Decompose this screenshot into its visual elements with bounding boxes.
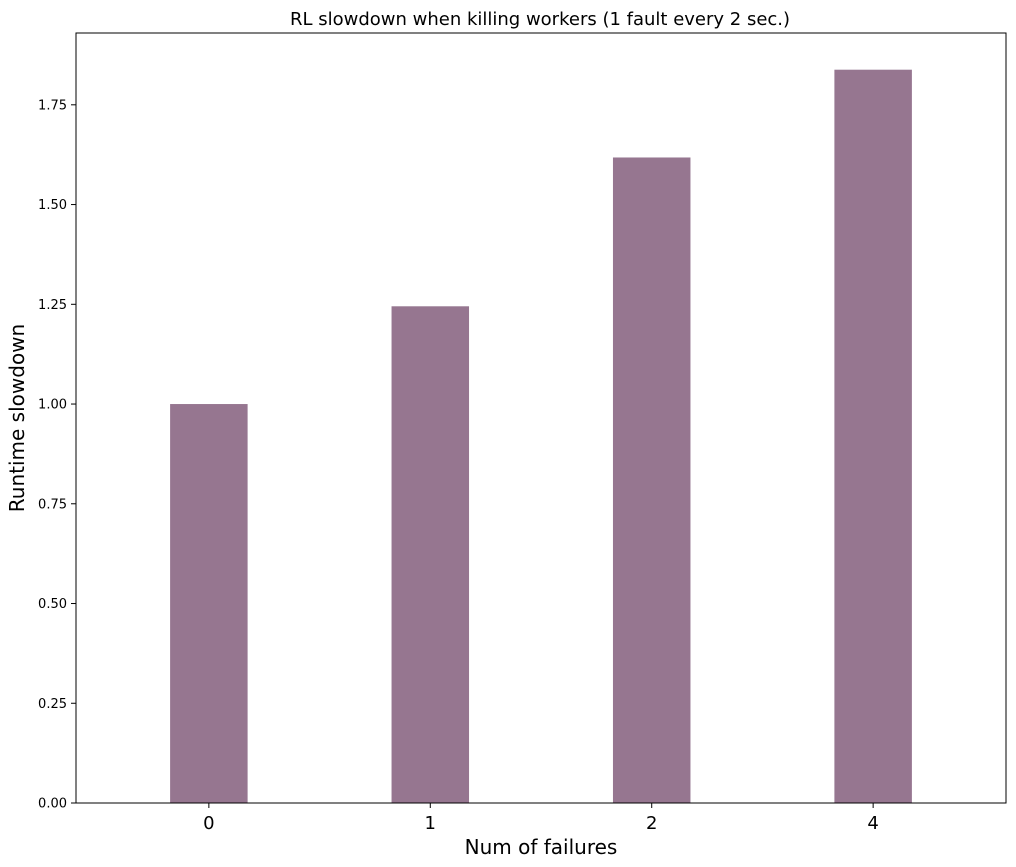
y-axis-label: Runtime slowdown bbox=[5, 324, 29, 512]
bar-2 bbox=[612, 157, 691, 804]
x-tick-label: 0 bbox=[203, 813, 214, 834]
y-tick-label: 1.75 bbox=[38, 98, 67, 113]
x-tick-label: 1 bbox=[425, 813, 436, 834]
bar-1 bbox=[391, 306, 470, 803]
y-tick-label: 1.00 bbox=[38, 398, 67, 413]
y-tick-label: 1.25 bbox=[38, 298, 67, 313]
x-axis: 0 1 2 4 bbox=[203, 803, 879, 834]
x-axis-label: Num of failures bbox=[465, 835, 618, 859]
y-tick-label: 0.75 bbox=[38, 497, 67, 512]
chart-title: RL slowdown when killing workers (1 faul… bbox=[290, 9, 790, 30]
x-tick-label: 2 bbox=[646, 813, 657, 834]
y-tick-label: 0.50 bbox=[38, 597, 67, 612]
y-tick-label: 1.50 bbox=[38, 198, 67, 213]
plot-frame bbox=[75, 32, 1007, 804]
y-axis: 0.00 0.25 0.50 0.75 1.00 1.25 1.50 1.75 bbox=[38, 98, 76, 812]
bar-4 bbox=[834, 69, 912, 803]
y-tick-label: 0.25 bbox=[38, 697, 67, 712]
y-tick-label: 0.00 bbox=[38, 797, 67, 812]
x-tick-label: 4 bbox=[867, 813, 878, 834]
plot-area bbox=[170, 69, 912, 804]
bar-0 bbox=[170, 404, 248, 803]
